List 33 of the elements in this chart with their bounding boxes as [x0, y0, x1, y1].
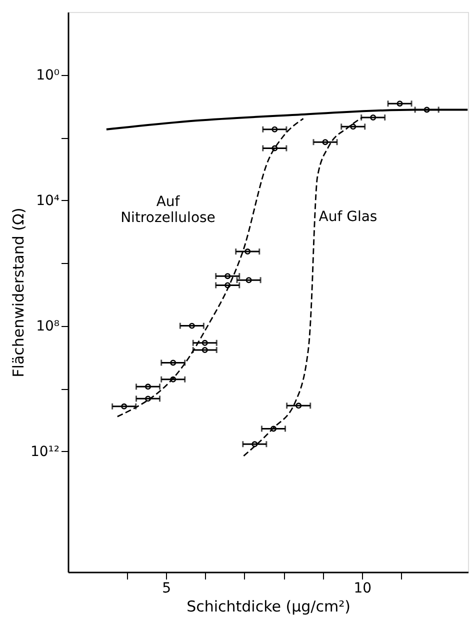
point — [145, 396, 151, 402]
y-tick-label: 10⁴ — [36, 192, 60, 209]
y-tick-label: 10⁸ — [36, 318, 60, 334]
point — [424, 106, 430, 113]
point — [121, 403, 128, 410]
point — [224, 273, 231, 280]
point — [272, 145, 278, 152]
y-tick-label: 10⁰ — [36, 67, 60, 84]
x-tick-label: 5 — [162, 580, 171, 596]
point — [350, 124, 356, 130]
y-axis-title: Flächenwiderstand (Ω) — [9, 208, 28, 378]
point — [202, 340, 208, 346]
annotation: Auf Glas — [318, 209, 378, 225]
x-tick-label: 10 — [354, 580, 372, 596]
point — [145, 384, 151, 390]
point — [272, 126, 278, 132]
point — [296, 402, 302, 409]
point — [224, 282, 231, 288]
line-series — [116, 118, 304, 418]
point — [244, 248, 251, 255]
point — [270, 426, 276, 432]
point — [322, 139, 328, 146]
annotation: Auf Nitrozellulose — [120, 194, 216, 226]
point — [370, 114, 376, 120]
point — [170, 376, 176, 382]
point — [170, 360, 176, 366]
point — [202, 347, 208, 353]
point — [188, 322, 195, 329]
point — [246, 277, 252, 284]
point — [252, 441, 258, 448]
point — [396, 100, 403, 107]
y-tick-label: 10¹² — [30, 444, 60, 460]
x-axis-title: Schichtdicke (µg/cm²) — [186, 598, 350, 616]
